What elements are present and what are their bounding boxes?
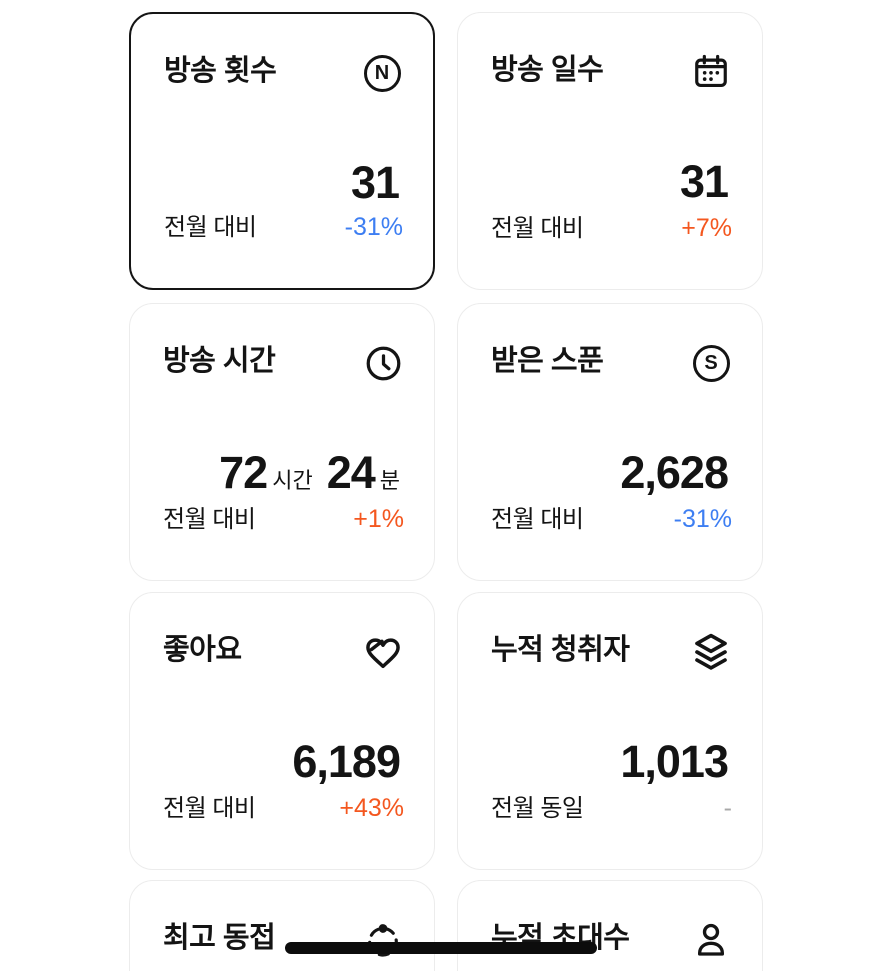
card-broadcast-count[interactable]: 방송 횟수 N 31 전월 대비 -31% (129, 12, 435, 290)
card-cumulative-invites[interactable]: 누적 초대수 (457, 880, 763, 971)
card-footer: 전월 대비 -31% (491, 499, 732, 534)
compare-value: - (723, 794, 732, 822)
stat-value: 6,189 (292, 736, 401, 787)
compare-value: -31% (344, 213, 403, 241)
card-header: 받은 스푼 S (491, 342, 732, 384)
card-header: 방송 시간 (163, 342, 404, 384)
card-header: 최고 동접 (163, 919, 404, 961)
minutes-value: 24 (326, 447, 376, 498)
card-title: 좋아요 (163, 634, 242, 666)
s-circle-icon: S (690, 342, 732, 384)
minutes-unit: 분 (379, 468, 400, 493)
card-footer: 전월 동일 - (491, 788, 732, 823)
compare-value: +43% (339, 794, 404, 822)
redaction-bar (285, 942, 597, 954)
card-header: 누적 청취자 (491, 631, 732, 673)
hours-value: 72 (219, 447, 268, 498)
clock-icon (362, 342, 404, 384)
stat-value: 31 (679, 156, 729, 207)
card-title: 방송 횟수 (164, 55, 277, 87)
card-header: 방송 횟수 N (164, 52, 403, 94)
card-header: 좋아요 (163, 631, 404, 673)
card-likes[interactable]: 좋아요 6,189 전월 대비 +43% (129, 592, 435, 870)
compare-label: 전월 대비 (491, 506, 584, 533)
card-title: 방송 시간 (163, 345, 276, 377)
compare-label: 전월 대비 (163, 506, 256, 533)
card-footer: 전월 대비 +43% (163, 788, 404, 823)
hours-unit: 시간 (272, 468, 313, 493)
calendar-icon (690, 51, 732, 93)
card-header: 방송 일수 (491, 51, 732, 93)
stat-value: 31 (350, 157, 400, 208)
card-title: 받은 스푼 (491, 345, 604, 377)
card-max-concurrent[interactable]: 최고 동접 (129, 880, 435, 971)
card-cumulative-listeners[interactable]: 누적 청취자 1,013 전월 동일 - (457, 592, 763, 870)
n-circle-icon: N (361, 52, 403, 94)
card-footer: 전월 대비 -31% (164, 207, 403, 242)
heart-icon (362, 631, 404, 673)
card-footer: 전월 대비 +7% (491, 208, 732, 243)
compare-value: +1% (353, 505, 404, 533)
compare-label: 전월 대비 (163, 795, 256, 822)
stat-value: 72 시간 24 분 (150, 450, 400, 495)
compare-label: 전월 대비 (491, 215, 584, 242)
card-header: 누적 초대수 (491, 919, 732, 961)
card-broadcast-time[interactable]: 방송 시간 72 시간 24 분 전월 대비 +1% (129, 303, 435, 581)
stat-value: 1,013 (620, 736, 729, 787)
compare-label: 전월 동일 (491, 795, 584, 822)
card-title: 최고 동접 (163, 922, 276, 954)
card-footer: 전월 대비 +1% (163, 499, 404, 534)
compare-value: +7% (681, 214, 732, 242)
card-received-spoons[interactable]: 받은 스푼 S 2,628 전월 대비 -31% (457, 303, 763, 581)
layers-icon (690, 631, 732, 673)
person-icon (690, 919, 732, 961)
stat-value: 2,628 (620, 447, 729, 498)
card-title: 누적 청취자 (491, 634, 630, 666)
card-broadcast-days[interactable]: 방송 일수 31 전월 대비 +7% (457, 12, 763, 290)
compare-label: 전월 대비 (164, 214, 257, 241)
group-dots-icon (362, 919, 404, 961)
card-title: 방송 일수 (491, 54, 604, 86)
compare-value: -31% (673, 505, 732, 533)
